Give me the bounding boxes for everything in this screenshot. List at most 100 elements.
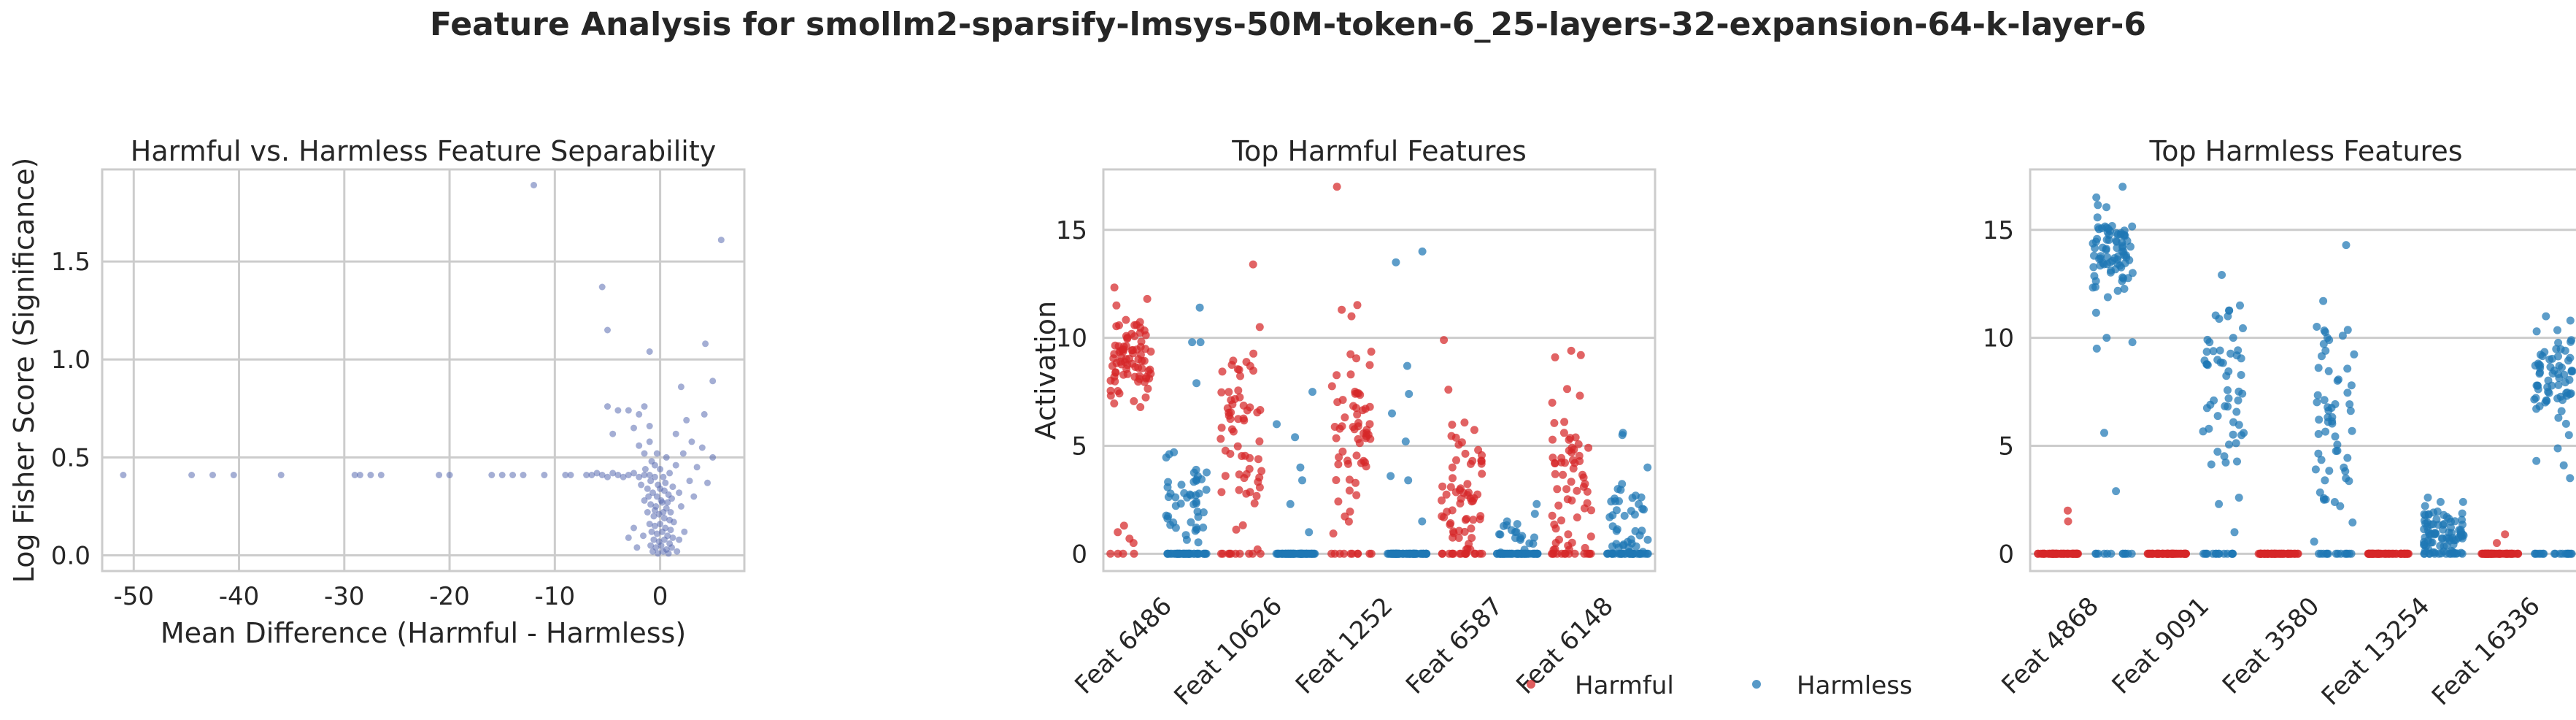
feature-point xyxy=(120,472,127,478)
harmless-activation-point xyxy=(2236,301,2244,310)
harmless-activation-point xyxy=(2325,336,2334,345)
feature-point xyxy=(614,407,622,414)
harmless-activation-point xyxy=(2102,334,2111,342)
y-tick-label: 0.5 xyxy=(51,443,90,472)
harmful-activation-point xyxy=(1228,400,1237,409)
harmful-activation-point xyxy=(1232,525,1241,534)
feature-point xyxy=(630,470,637,477)
harmless-activation-point xyxy=(2548,354,2556,363)
harmless-activation-point xyxy=(2458,509,2467,518)
harmless-activation-point xyxy=(2112,237,2121,246)
harmful-activation-point xyxy=(1238,521,1247,529)
harmless-activation-point xyxy=(1520,545,1529,554)
category-tick-label: Feat 9091 xyxy=(2107,591,2216,700)
harmless-activation-point xyxy=(2102,245,2110,253)
harmless-activation-point xyxy=(2567,367,2576,375)
harmless-activation-point xyxy=(2440,520,2448,528)
feature-point xyxy=(436,472,443,478)
feature-point xyxy=(668,544,675,551)
harmless-activation-point xyxy=(2567,337,2575,346)
feature-point xyxy=(609,470,617,477)
harmful-activation-point xyxy=(1560,418,1569,426)
harmless-activation-point xyxy=(1296,549,1305,558)
harmful-activation-point xyxy=(1568,456,1577,464)
harmful-activation-point xyxy=(1227,425,1236,434)
harmless-activation-point xyxy=(1194,538,1203,547)
harmful-activation-point xyxy=(1246,453,1254,462)
harmless-activation-point xyxy=(2232,439,2240,448)
harmless-activation-point xyxy=(2092,549,2100,558)
harmless-activation-point xyxy=(1284,549,1293,558)
harmless-activation-point xyxy=(1195,489,1203,498)
harmless-activation-point xyxy=(2541,398,2550,407)
harmful-activation-point xyxy=(1438,482,1447,491)
harmful-activation-point xyxy=(2501,530,2510,539)
harmful-activation-point xyxy=(1110,283,1119,292)
harmful-activation-point xyxy=(1559,429,1568,437)
harmless-activation-point xyxy=(2554,413,2563,422)
feature-point xyxy=(677,503,685,510)
feature-point xyxy=(636,442,643,449)
harmful-activation-point xyxy=(1119,521,1128,530)
top-harmful-points xyxy=(1106,183,1652,558)
harmless-activation-point xyxy=(2226,349,2235,358)
harmful-activation-point xyxy=(1114,387,1122,395)
harmful-activation-point xyxy=(1452,456,1460,464)
harmful-activation-point xyxy=(1327,382,1336,391)
harmless-activation-point xyxy=(2089,283,2097,292)
feature-point xyxy=(588,472,595,478)
harmless-activation-point xyxy=(2216,358,2225,367)
harmful-activation-point xyxy=(1221,446,1230,455)
harmless-activation-point xyxy=(1613,485,1622,494)
harmful-activation-point xyxy=(1239,414,1248,423)
harmful-activation-point xyxy=(1440,336,1449,345)
harmful-activation-point xyxy=(1555,535,1563,544)
harmless-activation-point xyxy=(1620,511,1629,520)
harmful-activation-point xyxy=(2381,549,2390,558)
harmful-activation-point xyxy=(1587,506,1595,515)
category-tick-label: Feat 6587 xyxy=(1400,591,1509,700)
harmless-activation-point xyxy=(2424,545,2433,554)
harmful-activation-point xyxy=(1242,489,1251,498)
feature-point xyxy=(649,489,656,497)
harmless-activation-point xyxy=(2330,498,2339,506)
harmless-activation-point xyxy=(2342,474,2351,483)
harmless-activation-point xyxy=(1176,499,1185,508)
harmful-activation-point xyxy=(1111,368,1120,377)
harmful-activation-point xyxy=(1217,488,1226,497)
feature-point xyxy=(702,340,709,348)
feature-point xyxy=(709,378,717,385)
harmful-activation-point xyxy=(1352,404,1360,413)
harmless-activation-point xyxy=(1605,513,1614,521)
harmless-activation-point xyxy=(2566,316,2575,325)
harmless-activation-point xyxy=(1530,510,1539,518)
harmful-activation-point xyxy=(1358,406,1367,415)
harmless-activation-point xyxy=(2451,536,2460,544)
harmless-activation-point xyxy=(2118,242,2127,250)
harmful-activation-point xyxy=(1448,549,1457,558)
harmful-activation-point xyxy=(1557,458,1566,467)
feature-point xyxy=(655,550,662,557)
harmless-activation-point xyxy=(2096,261,2105,270)
harmful-activation-point xyxy=(1477,459,1486,468)
harmless-activation-point xyxy=(1513,520,1522,529)
x-tick-label: -40 xyxy=(219,582,260,611)
harmful-activation-point xyxy=(1463,480,1472,489)
harmless-activation-point xyxy=(2215,499,2224,508)
feature-point xyxy=(646,521,653,528)
harmless-activation-point xyxy=(1401,437,1410,446)
harmless-activation-point xyxy=(2346,407,2355,415)
harmless-activation-point xyxy=(1185,549,1194,558)
harmless-activation-point xyxy=(2429,508,2438,517)
harmful-activation-point xyxy=(1468,534,1476,543)
harmless-activation-point xyxy=(2550,367,2558,375)
harmful-activation-point xyxy=(1438,549,1446,558)
harmful-activation-point xyxy=(1341,413,1349,422)
harmless-activation-point xyxy=(2315,549,2324,558)
harmful-activation-point xyxy=(1136,351,1145,359)
harmful-activation-point xyxy=(2514,549,2523,558)
harmful-activation-point xyxy=(1576,351,1585,359)
feature-point xyxy=(660,473,667,480)
y-tick-label: 5 xyxy=(1998,432,2014,461)
harmless-activation-point xyxy=(1192,499,1200,508)
